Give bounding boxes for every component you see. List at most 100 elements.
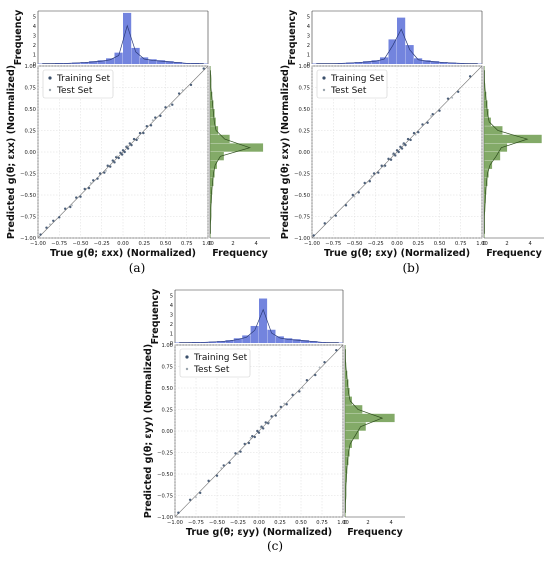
top-hist-tick-label: 5: [307, 14, 310, 20]
legend-entry: Training Set: [56, 74, 111, 84]
top-hist-bar: [217, 341, 226, 343]
x-tick-label: −0.25: [230, 520, 246, 526]
identity-line: [311, 65, 483, 239]
legend-box: [316, 69, 388, 99]
right-hist-tick-label: 2: [366, 520, 369, 526]
x-tick-label: 0.50: [160, 241, 172, 247]
right-hist-bar: [210, 169, 215, 178]
test-point: [391, 153, 394, 156]
legend: Training Set Test Set: [179, 348, 251, 378]
training-point: [45, 226, 48, 229]
right-hist-tick-label: 0: [208, 241, 211, 247]
training-point: [106, 164, 109, 167]
training-point: [234, 452, 237, 455]
legend: Training Set Test Set: [316, 69, 388, 99]
top-hist-bar: [301, 340, 310, 343]
right-hist-bar: [484, 143, 508, 152]
y-tick-label: −1.00: [157, 515, 173, 521]
top-hist-kde: [42, 24, 204, 64]
top-hist-bar: [284, 338, 293, 343]
right-hist-bar: [484, 169, 489, 178]
right-hist-bar: [345, 345, 346, 354]
x-tick-label: 0.00: [391, 241, 403, 247]
training-point: [228, 461, 231, 465]
training-point: [188, 498, 192, 501]
x-tick-label: 0.25: [412, 241, 424, 247]
top-hist-bar: [131, 47, 140, 64]
right-hist-tick-label: 2: [505, 241, 508, 247]
x-tick-label: 1.00: [476, 241, 488, 247]
right-hist-bar: [345, 448, 350, 457]
right-hist-bar: [484, 91, 487, 101]
training-point: [291, 393, 294, 397]
top-hist-label: Frequency: [13, 9, 24, 65]
training-point: [98, 172, 102, 175]
top-hist-tick-label: 2: [33, 43, 36, 49]
test-point: [283, 402, 286, 405]
training-point: [399, 145, 402, 149]
x-tick-label: 0.25: [138, 241, 150, 247]
training-point: [426, 121, 429, 124]
training-point: [199, 491, 202, 495]
x-tick-label: −0.25: [368, 241, 384, 247]
top-hist-bar: [174, 62, 183, 64]
training-point: [412, 131, 416, 135]
training-point: [264, 421, 267, 424]
top-hist-bar: [414, 58, 423, 64]
y-tick-label: −0.75: [294, 214, 310, 220]
right-hist-bar: [484, 66, 485, 75]
top-hist-bar: [140, 57, 149, 64]
training-point: [109, 165, 112, 168]
training-point: [457, 90, 460, 94]
training-point: [145, 125, 148, 128]
y-tick-label: −0.75: [20, 214, 36, 220]
training-point: [335, 348, 338, 352]
top-hist-tick-label: 4: [33, 24, 37, 30]
training-point: [417, 131, 420, 134]
test-point: [249, 436, 252, 439]
top-hist-tick-label: 0: [33, 62, 36, 68]
training-point: [431, 112, 434, 116]
legend-marker: [48, 88, 52, 92]
top-hist-bar: [97, 60, 106, 64]
x-tick-label: 0.75: [455, 241, 467, 247]
y-tick-label: 0.50: [24, 107, 36, 113]
legend-marker: [185, 355, 189, 359]
y-tick-label: −0.50: [20, 193, 36, 199]
top-hist-bar: [371, 60, 380, 64]
training-point: [215, 474, 219, 477]
right-hist-tick-label: 4: [528, 241, 532, 247]
top-hist-tick-label: 0: [307, 62, 310, 68]
right-hist-bar: [210, 195, 212, 204]
training-point: [314, 373, 317, 377]
training-point: [69, 205, 72, 209]
right-hist-bar: [345, 379, 349, 388]
y-tick-label: −1.00: [20, 236, 36, 242]
right-hist-bar: [345, 465, 348, 474]
top-hist-tick-label: 4: [170, 303, 174, 309]
right-hist-kde: [210, 70, 251, 234]
x-tick-label: −0.50: [347, 241, 363, 247]
test-point: [353, 195, 356, 198]
right-hist-bar: [345, 474, 347, 483]
training-point: [253, 435, 256, 439]
test-point: [195, 496, 197, 499]
training-point: [438, 109, 441, 112]
test-point: [318, 366, 321, 369]
test-point: [268, 421, 270, 424]
training-point: [351, 193, 354, 197]
test-point: [137, 137, 140, 140]
legend-marker: [48, 76, 52, 80]
top-hist-bar: [89, 61, 98, 64]
test-point: [181, 89, 184, 91]
right-hist-bar: [345, 422, 366, 431]
training-point: [387, 157, 390, 161]
y-tick-label: −0.75: [157, 493, 173, 499]
right-hist-bar: [345, 370, 348, 380]
legend-box: [179, 348, 251, 378]
top-hist-bar: [292, 339, 301, 343]
top-hist-bar: [259, 298, 268, 343]
top-hist-bar: [380, 57, 389, 64]
right-hist-tick-label: 0: [343, 520, 346, 526]
y-tick-label: 1.00: [298, 64, 310, 70]
